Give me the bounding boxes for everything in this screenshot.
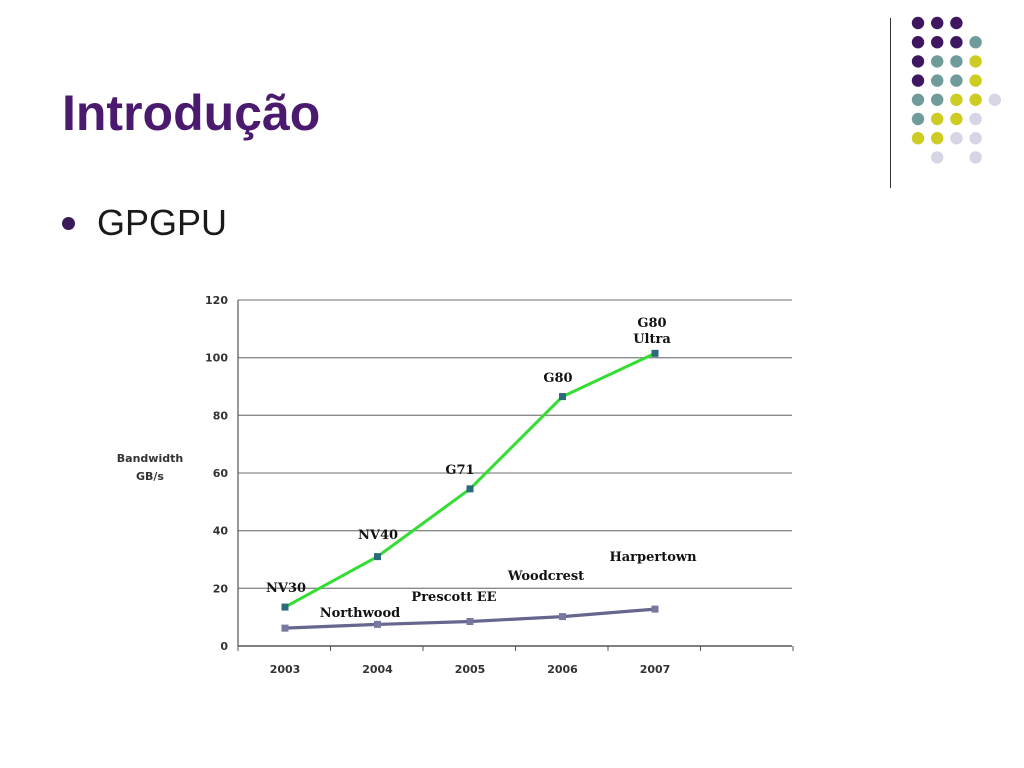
decorative-dot-icon: [950, 132, 963, 145]
decorative-dot-icon: [950, 112, 963, 126]
data-point-marker: [466, 485, 474, 493]
decorative-dot-icon: [931, 36, 944, 49]
data-point-marker: [559, 613, 566, 621]
y-axis-label: GB/s: [136, 470, 164, 483]
decorative-dot-icon: [969, 74, 982, 87]
slide-title: Introdução: [62, 85, 321, 141]
decorative-dot-icon: [950, 93, 963, 107]
y-axis-label: Bandwidth: [117, 452, 183, 465]
decorative-dot-icon: [950, 36, 963, 49]
decorative-dot-icon: [931, 16, 944, 30]
x-tick-label: 2007: [640, 663, 671, 676]
decorative-dot-icon: [969, 132, 982, 145]
data-point-marker: [281, 603, 289, 611]
decorative-divider: [890, 18, 891, 188]
bullet-text: GPGPU: [97, 202, 228, 243]
data-point-marker: [281, 624, 289, 632]
y-tick-label: 40: [213, 525, 229, 538]
bullet-dot-icon: [62, 216, 75, 230]
decorative-dot-icon: [911, 112, 925, 126]
decorative-dot-icon: [931, 74, 944, 87]
data-point-label: G71: [445, 463, 474, 478]
data-point-label: G80: [543, 371, 572, 386]
data-point-label: Ultra: [633, 332, 671, 347]
decorative-dot-icon: [969, 55, 982, 68]
data-point-marker: [374, 620, 381, 628]
y-tick-label: 80: [213, 409, 229, 422]
data-point-label: G80: [637, 316, 666, 331]
decorative-dot-icon: [931, 112, 944, 126]
decorative-dot-icon: [950, 74, 963, 87]
decorative-dot-icon: [950, 16, 963, 30]
decorative-dot-icon: [931, 132, 944, 145]
y-tick-label: 120: [205, 294, 228, 307]
y-tick-label: 20: [213, 582, 229, 595]
decorative-dot-icon: [988, 93, 1001, 107]
y-tick-label: 0: [220, 640, 228, 653]
data-point-marker: [374, 553, 381, 561]
decorative-dot-icon: [931, 93, 944, 107]
decorative-dot-icon: [911, 55, 925, 68]
data-point-label: Woodcrest: [507, 569, 584, 584]
decorative-dot-icon: [969, 36, 982, 49]
gpu-series-line: [284, 351, 656, 609]
decorative-dot-icon: [911, 132, 925, 145]
y-tick-label: 100: [205, 352, 228, 365]
y-tick-label: 60: [213, 467, 229, 480]
data-point-label: Northwood: [320, 606, 400, 621]
data-point-label: NV40: [358, 528, 398, 543]
decorative-dot-icon: [911, 74, 925, 87]
data-point-marker: [559, 393, 566, 401]
x-tick-label: 2005: [455, 663, 486, 676]
data-point-label: Harpertown: [609, 550, 697, 565]
decorative-dot-icon: [969, 151, 982, 164]
data-point-label: Prescott EE: [411, 590, 496, 605]
decorative-dot-icon: [911, 36, 925, 49]
data-point-label: NV30: [266, 581, 306, 596]
decorative-dot-icon: [911, 16, 925, 30]
decorative-dot-icon: [931, 151, 944, 164]
bullet-item: GPGPU: [62, 202, 227, 244]
decorative-dot-icon: [969, 112, 982, 126]
x-tick-label: 2006: [547, 663, 578, 676]
data-point-marker: [466, 617, 474, 625]
decorative-dot-icon: [950, 55, 963, 68]
decorative-dot-icon: [931, 55, 944, 68]
x-tick-label: 2003: [270, 663, 301, 676]
data-point-marker: [651, 349, 659, 357]
bandwidth-chart: 0 20 40 60 80 100 120 2003 2004 2005 2006 2007 Bandw…: [117, 294, 794, 676]
decorative-dot-icon: [911, 93, 925, 107]
x-tick-label: 2004: [362, 663, 393, 676]
decorative-dot-grid: [911, 16, 1001, 164]
data-point-marker: [651, 605, 659, 613]
decorative-dot-icon: [969, 93, 982, 107]
